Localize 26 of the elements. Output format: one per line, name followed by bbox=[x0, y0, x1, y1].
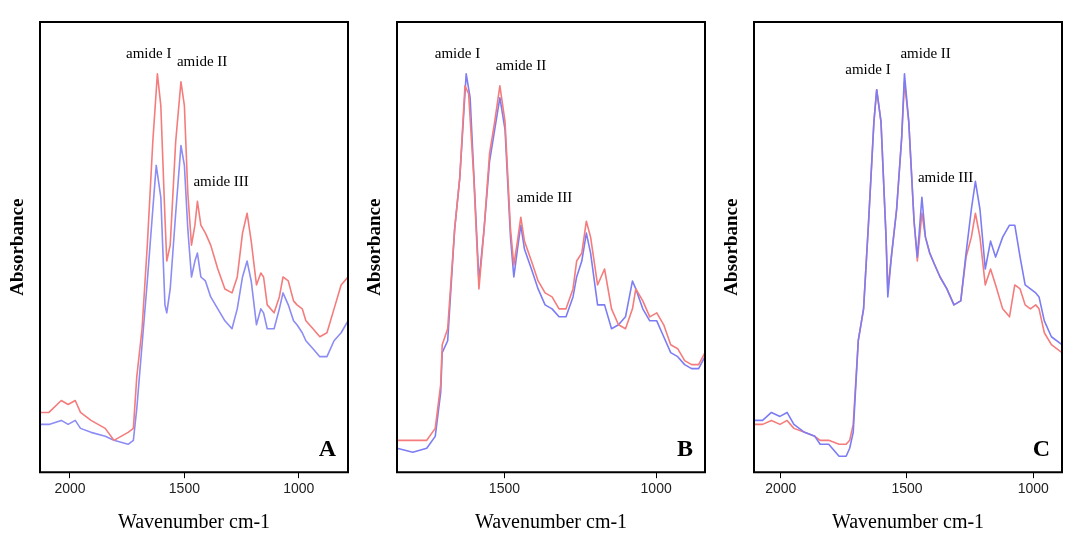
x-tick-label: 2000 bbox=[765, 480, 797, 497]
y-axis-title: Absorbance bbox=[362, 198, 384, 296]
annotation: B bbox=[676, 435, 693, 462]
x-tick-label: 1000 bbox=[640, 480, 672, 497]
annotation: C bbox=[1032, 435, 1050, 462]
x-tick-label: 1000 bbox=[1017, 480, 1049, 497]
x-tick-label: 2000 bbox=[54, 480, 86, 497]
annotation: amide I bbox=[845, 61, 891, 78]
annotation: amide I bbox=[434, 45, 481, 62]
y-axis-title: Absorbance bbox=[719, 198, 741, 296]
x-axis-title: Wavenumber cm-1 bbox=[117, 510, 271, 533]
x-axis-title: Wavenumber cm-1 bbox=[831, 510, 985, 533]
annotation: amide II bbox=[495, 57, 547, 74]
annotation: amide III bbox=[917, 168, 974, 185]
x-axis-title: Wavenumber cm-1 bbox=[474, 510, 628, 533]
x-tick-label: 1000 bbox=[283, 480, 315, 497]
annotation: amide II bbox=[176, 53, 228, 70]
annotation: amide II bbox=[900, 45, 951, 62]
x-tick-label: 1500 bbox=[488, 480, 521, 497]
x-tick-label: 1500 bbox=[891, 480, 923, 497]
y-axis-title: Absorbance bbox=[5, 198, 27, 296]
x-tick-label: 1500 bbox=[168, 480, 201, 497]
annotation: amide III bbox=[516, 188, 573, 205]
annotation: amide I bbox=[125, 45, 172, 62]
annotation: A bbox=[318, 435, 337, 462]
annotation: amide III bbox=[193, 172, 249, 189]
